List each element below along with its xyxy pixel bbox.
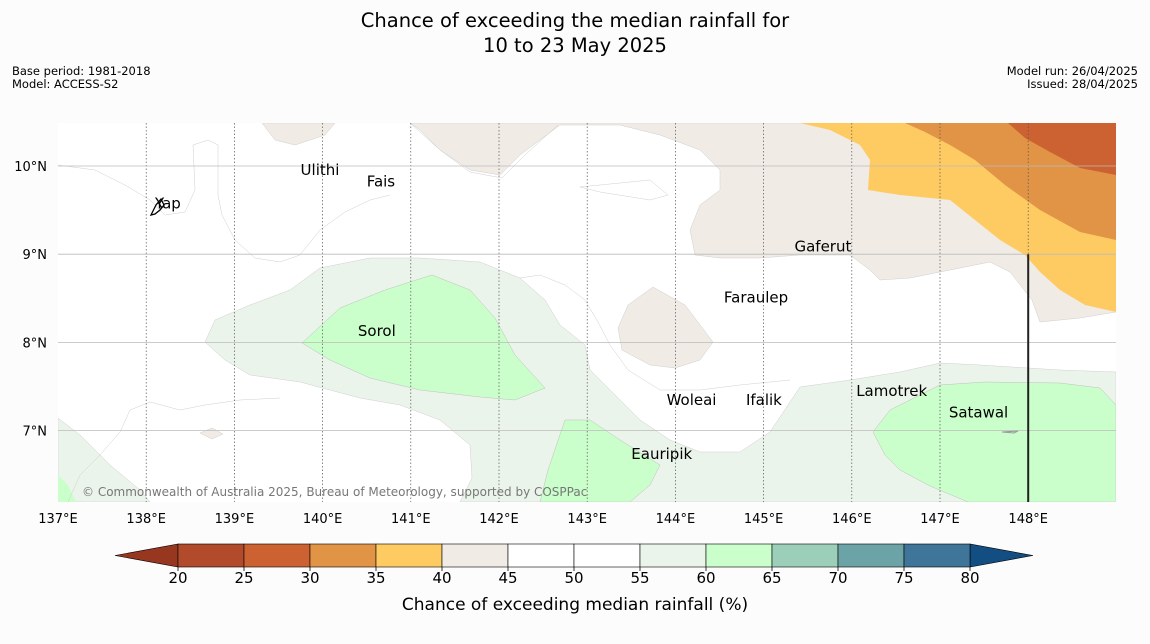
- contour-white-patch: [579, 179, 669, 201]
- place-label-woleai: Woleai: [667, 391, 717, 409]
- yap-island-outline: [149, 197, 165, 216]
- contour-outline-west: [58, 139, 391, 263]
- colorbar-swatch-20-25: [177, 543, 245, 568]
- map-title: Chance of exceeding the median rainfall …: [0, 8, 1150, 58]
- colorbar-over-extension: [969, 543, 1034, 568]
- colorbar-tick-45: 45: [498, 569, 517, 587]
- lat-label-9: 9°N: [23, 248, 48, 263]
- title-line-2: 10 to 23 May 2025: [483, 34, 667, 57]
- colorbar-tick-25: 25: [234, 569, 253, 587]
- lon-label-139: 139°E: [215, 512, 255, 527]
- colorbar-under-extension: [114, 543, 179, 568]
- colorbar-swatch-55-60: [639, 543, 707, 568]
- place-labels: Yap Ulithi Fais Gaferut Faraulep Sorol Lamotre…: [154, 161, 1008, 463]
- model-name: Model: ACCESS-S2: [12, 77, 119, 91]
- meta-left: Base period: 1981-2018 Model: ACCESS-S2: [12, 65, 151, 91]
- place-label-ifalik: Ifalik: [746, 391, 782, 409]
- band-60-65-eauripik: [539, 419, 661, 502]
- place-label-ulithi: Ulithi: [301, 161, 340, 179]
- place-label-fais: Fais: [367, 172, 396, 190]
- band-60-65-southwest: [58, 475, 76, 502]
- colorbar-tick-75: 75: [894, 569, 913, 587]
- place-label-satawal: Satawal: [949, 403, 1008, 421]
- contour-outline-south: [67, 397, 281, 502]
- colorbar-tick-40: 40: [432, 569, 451, 587]
- colorbar-label: Chance of exceeding median rainfall (%): [402, 595, 748, 615]
- place-label-sorol: Sorol: [358, 322, 396, 340]
- place-label-yap: Yap: [154, 194, 181, 212]
- contour-outline-central: [519, 274, 791, 391]
- colorbar-tick-70: 70: [828, 569, 847, 587]
- gridlines: [58, 123, 1116, 502]
- colorbar-swatch-75-80: [903, 543, 971, 568]
- satawal-reef-outline: [1001, 430, 1019, 434]
- place-label-eauripik: Eauripik: [631, 445, 692, 463]
- model-run: Model run: 26/04/2025: [1006, 64, 1138, 78]
- lat-label-10: 10°N: [14, 160, 47, 175]
- colorbar-tick-20: 20: [168, 569, 187, 587]
- band-55-60-southwest: [58, 417, 151, 502]
- colorbar-tick-60: 60: [696, 569, 715, 587]
- place-label-lamotrek: Lamotrek: [856, 382, 927, 400]
- lon-label-146: 146°E: [832, 512, 872, 527]
- colorbar-swatch-35-40: [375, 543, 443, 568]
- probability-bands: [58, 123, 1116, 502]
- colorbar-swatch-70-75: [837, 543, 905, 568]
- lon-label-148: 148°E: [1008, 512, 1048, 527]
- meta-right: Model run: 26/04/2025 Issued: 28/04/2025: [1007, 65, 1138, 91]
- lon-label-140: 140°E: [303, 512, 343, 527]
- colorbar-swatch-60-65: [705, 543, 773, 568]
- place-label-gaferut: Gaferut: [794, 238, 851, 256]
- base-period: Base period: 1981-2018: [12, 64, 151, 78]
- colorbar-tick-50: 50: [564, 569, 583, 587]
- band-60-65-sorol: [301, 274, 546, 401]
- islands: [149, 197, 1019, 434]
- lon-label-138: 138°E: [126, 512, 166, 527]
- colorbar-tick-80: 80: [960, 569, 979, 587]
- band-40-45-central: [617, 286, 714, 369]
- colorbar-swatch-65-70: [771, 543, 839, 568]
- colorbar-swatch-25-30: [243, 543, 311, 568]
- colorbar-swatch-45-50: [507, 543, 575, 568]
- colorbar-swatch-40-45: [441, 543, 509, 568]
- latitude-labels: 10°N 9°N 8°N 7°N: [14, 160, 47, 440]
- colorbar-tick-35: 35: [366, 569, 385, 587]
- lon-label-142: 142°E: [479, 512, 519, 527]
- copyright-notice: © Commonwealth of Australia 2025, Bureau…: [82, 485, 587, 499]
- colorbar: 20 25 30 35 40 45 50 55 60 65 70 75 80 Chance of exc…: [114, 543, 1034, 615]
- issued-date: Issued: 28/04/2025: [1027, 77, 1138, 91]
- lon-label-141: 141°E: [391, 512, 431, 527]
- lon-label-144: 144°E: [656, 512, 696, 527]
- colorbar-tick-55: 55: [630, 569, 649, 587]
- band-40-45-north: [261, 123, 336, 146]
- title-line-1: Chance of exceeding the median rainfall …: [360, 9, 790, 32]
- colorbar-swatch-50-55: [573, 543, 641, 568]
- lon-label-143: 143°E: [567, 512, 607, 527]
- colorbar-ticks: 20 25 30 35 40 45 50 55 60 65 70 75 80: [168, 567, 980, 587]
- contour-outline-north: [409, 123, 559, 179]
- lat-label-7: 7°N: [23, 425, 48, 440]
- band-60-65-east: [872, 381, 1116, 502]
- lon-label-137: 137°E: [38, 512, 78, 527]
- colorbar-tick-30: 30: [300, 569, 319, 587]
- lon-label-145: 145°E: [744, 512, 784, 527]
- colorbar-segments: [114, 543, 1034, 568]
- colorbar-swatch-30-35: [309, 543, 377, 568]
- band-25-30: [1008, 123, 1116, 175]
- place-label-faraulep: Faraulep: [724, 289, 788, 307]
- longitude-labels: 137°E 138°E 139°E 140°E 141°E 142°E 143°E 144°E…: [38, 512, 1048, 527]
- colorbar-tick-65: 65: [762, 569, 781, 587]
- lon-label-147: 147°E: [920, 512, 960, 527]
- lat-label-8: 8°N: [23, 336, 48, 351]
- map-area: Yap Ulithi Fais Gaferut Faraulep Sorol Lamotre…: [58, 123, 1116, 502]
